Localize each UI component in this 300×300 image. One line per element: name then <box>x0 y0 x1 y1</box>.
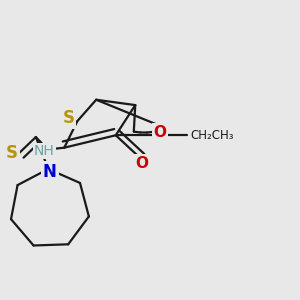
Text: S: S <box>62 109 74 127</box>
Text: H: H <box>47 160 58 174</box>
Text: S: S <box>6 144 18 162</box>
Text: NH: NH <box>34 144 55 158</box>
Text: O: O <box>136 156 149 171</box>
Text: N: N <box>43 163 57 181</box>
Text: N: N <box>43 163 57 181</box>
Text: CH₂CH₃: CH₂CH₃ <box>190 129 233 142</box>
Text: O: O <box>153 124 167 140</box>
